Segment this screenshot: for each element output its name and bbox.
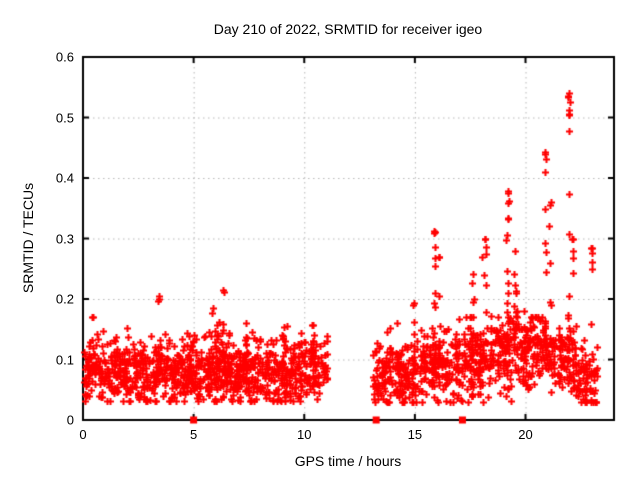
- x-tick-label: 20: [518, 427, 533, 442]
- y-tick-label: 0.5: [55, 110, 74, 125]
- y-tick-label: 0.4: [55, 170, 74, 186]
- chart-title: Day 210 of 2022, SRMTID for receiver ige…: [213, 21, 483, 37]
- y-tick-label: 0: [66, 412, 74, 428]
- x-tick-label: 15: [407, 427, 423, 442]
- x-tick-label: 10: [297, 427, 312, 442]
- y-tick-label: 0.2: [55, 291, 74, 307]
- x-tick-label: 5: [190, 427, 198, 442]
- y-tick-label: 0.3: [55, 231, 74, 246]
- x-tick-label: 0: [79, 427, 87, 442]
- x-axis-label: GPS time / hours: [294, 453, 402, 469]
- y-tick-label: 0.6: [55, 49, 74, 65]
- y-tick-label: 0.1: [55, 352, 74, 367]
